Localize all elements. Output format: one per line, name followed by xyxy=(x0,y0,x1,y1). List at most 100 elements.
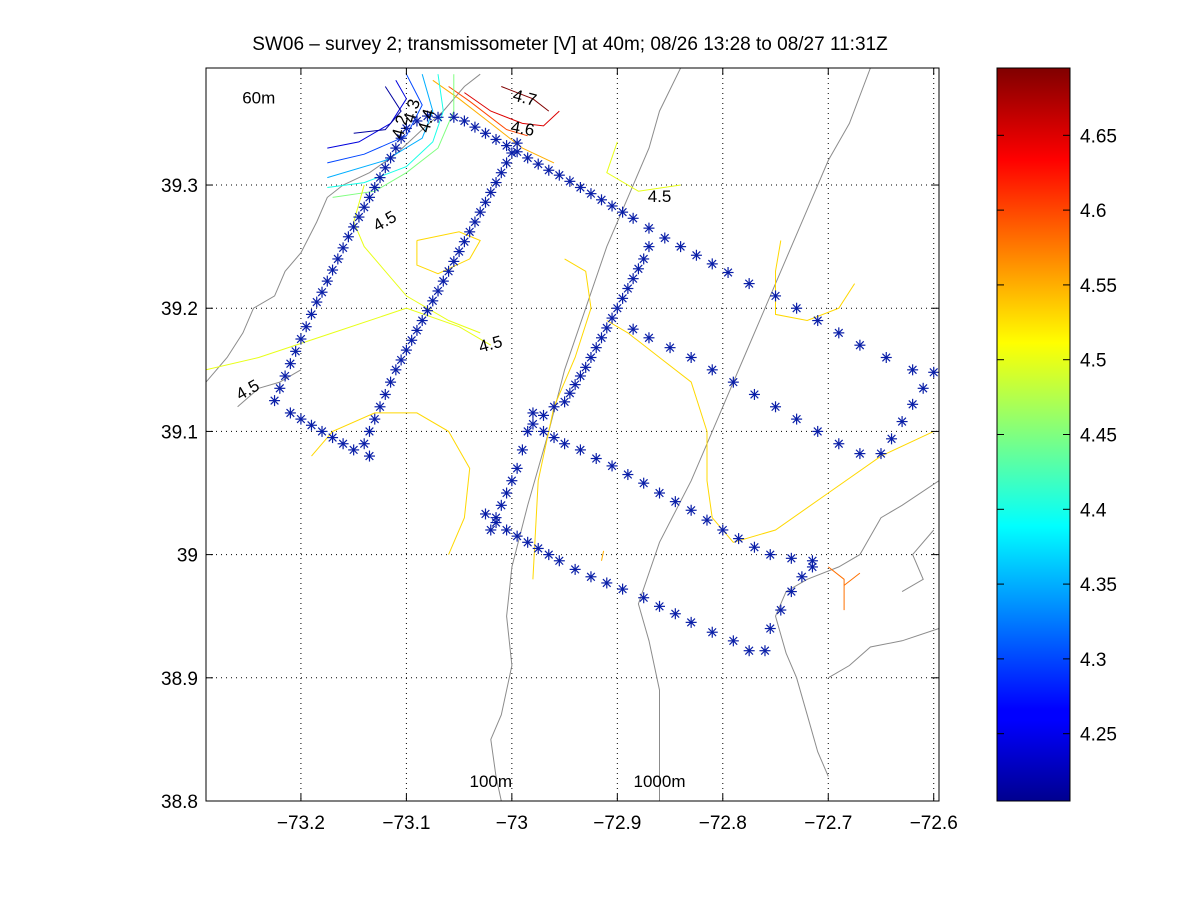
y-axis: 38.8 38.9 39 39.1 39.2 39.3 xyxy=(161,176,939,813)
station-marker xyxy=(458,115,470,127)
x-tick-label: −73 xyxy=(496,813,528,834)
station-marker xyxy=(585,188,597,200)
contour-lines xyxy=(206,73,934,611)
station-marker xyxy=(706,364,718,376)
station-marker xyxy=(622,283,634,295)
station-marker xyxy=(743,645,755,657)
station-marker xyxy=(511,530,523,542)
contour-line xyxy=(501,86,550,112)
station-marker xyxy=(917,382,929,394)
station-marker xyxy=(748,541,760,553)
station-marker xyxy=(374,401,386,413)
station-marker xyxy=(501,487,513,499)
contour-line xyxy=(464,92,560,127)
station-marker xyxy=(501,157,513,169)
x-tick-label: −72.8 xyxy=(699,813,747,834)
station-marker xyxy=(875,448,887,460)
station-marker xyxy=(907,364,919,376)
station-marker xyxy=(395,132,407,144)
station-marker xyxy=(764,623,776,635)
y-tick-label: 38.9 xyxy=(161,669,198,690)
contour-line xyxy=(448,86,528,137)
station-marker xyxy=(675,241,687,253)
contour-line xyxy=(206,307,492,371)
station-marker xyxy=(611,302,623,314)
colorbar-tick-label: 4.55 xyxy=(1080,276,1117,297)
station-marker xyxy=(448,255,460,267)
station-marker xyxy=(464,226,476,238)
x-tick-label: −73.2 xyxy=(277,813,325,834)
station-marker xyxy=(274,382,286,394)
station-marker xyxy=(379,162,391,174)
station-marker xyxy=(300,321,312,333)
station-marker xyxy=(569,379,581,391)
station-marker xyxy=(854,448,866,460)
station-marker xyxy=(564,175,576,187)
stations xyxy=(269,110,940,657)
contour-line xyxy=(606,320,934,543)
station-marker xyxy=(469,121,481,133)
colorbar-tick-label: 4.4 xyxy=(1080,500,1107,521)
station-marker xyxy=(363,450,375,462)
station-marker xyxy=(495,167,507,179)
station-marker xyxy=(400,122,412,134)
station-marker xyxy=(590,453,602,465)
station-marker xyxy=(358,201,370,213)
station-marker xyxy=(385,376,397,388)
station-marker xyxy=(606,200,618,212)
contour-line xyxy=(606,141,681,192)
station-marker xyxy=(469,216,481,228)
station-marker xyxy=(432,285,444,297)
depth-label: 1000m xyxy=(634,772,686,791)
isobath-line xyxy=(901,529,935,593)
station-marker xyxy=(574,444,586,456)
station-marker xyxy=(770,290,782,302)
station-marker xyxy=(279,370,291,382)
station-marker xyxy=(553,169,565,181)
station-marker xyxy=(590,342,602,354)
station-marker xyxy=(369,413,381,425)
station-marker xyxy=(522,425,534,437)
station-marker xyxy=(290,345,302,357)
station-marker xyxy=(321,275,333,287)
station-marker xyxy=(348,444,360,456)
station-marker xyxy=(332,253,344,265)
station-marker xyxy=(775,604,787,616)
station-marker xyxy=(690,249,702,261)
station-marker xyxy=(390,364,402,376)
station-marker xyxy=(617,292,629,304)
y-tick-label: 39.2 xyxy=(161,299,198,320)
x-axis: −73.2 −73.1 −73 −72.9 −72.8 −72.7 −72.6 xyxy=(277,68,958,834)
station-marker xyxy=(305,308,317,320)
station-marker xyxy=(833,327,845,339)
station-marker xyxy=(632,263,644,275)
station-marker xyxy=(543,549,555,561)
station-marker xyxy=(743,278,755,290)
station-marker xyxy=(585,571,597,583)
station-marker xyxy=(490,133,502,145)
contour-line xyxy=(843,572,861,586)
station-marker xyxy=(685,352,697,364)
colorbar-tick-label: 4.35 xyxy=(1080,575,1117,596)
station-marker xyxy=(580,361,592,373)
station-marker xyxy=(812,425,824,437)
station-marker xyxy=(685,504,697,516)
station-marker xyxy=(537,425,549,437)
station-marker xyxy=(574,370,586,382)
station-marker xyxy=(532,158,544,170)
station-marker xyxy=(727,635,739,647)
station-marker xyxy=(722,267,734,279)
station-marker xyxy=(791,413,803,425)
station-marker xyxy=(506,147,518,159)
station-marker xyxy=(854,339,866,351)
isobath-line xyxy=(637,68,871,801)
station-marker xyxy=(543,164,555,176)
depth-label: 100m xyxy=(469,772,512,791)
contour-line xyxy=(353,184,481,334)
station-marker xyxy=(390,142,402,154)
station-marker xyxy=(316,425,328,437)
station-marker xyxy=(295,413,307,425)
station-marker xyxy=(627,273,639,285)
